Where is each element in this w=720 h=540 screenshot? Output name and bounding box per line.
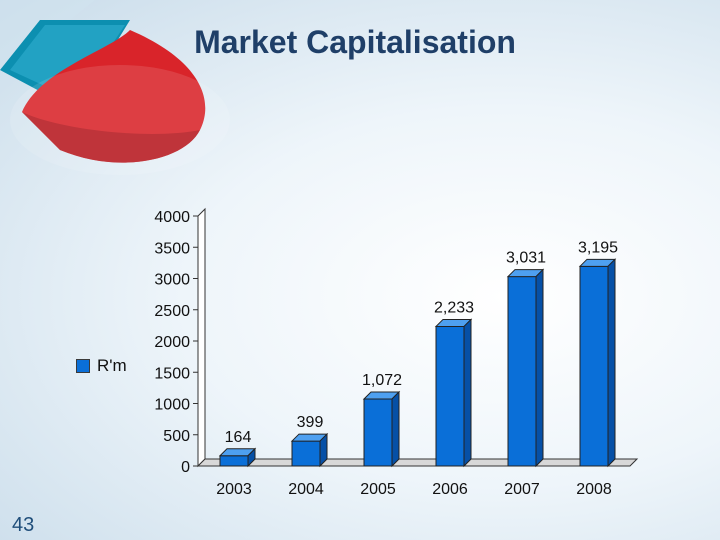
legend-label: R'm [97,356,127,375]
y-tick-label: 1000 [154,397,190,414]
bar [291,440,321,467]
bar-side [607,258,616,468]
slide-number: 43 [12,514,35,536]
y-tick-label: 3500 [154,240,190,257]
data-label: 2,233 [434,299,474,316]
y-tick-label: 0 [181,459,190,476]
x-axis-floor [196,458,639,467]
y-axis-wall [197,207,206,468]
bar [219,455,249,467]
bar [579,265,609,467]
legend-swatch [76,359,90,373]
x-tick-label: 2003 [216,481,252,498]
bar-side [247,447,256,468]
y-tick-label: 500 [163,428,190,445]
x-tick-label: 2006 [432,481,468,498]
y-tick-label: 2000 [154,334,190,351]
data-label: 3,195 [578,239,618,256]
x-tick-label: 2008 [576,481,612,498]
y-tick-label: 4000 [154,209,190,226]
y-tick-label: 3000 [154,272,190,289]
data-label: 164 [225,429,252,446]
x-tick-label: 2005 [360,481,396,498]
data-label: 3,031 [506,250,546,267]
bar [507,276,537,467]
chart-title: Market Capitalisation [194,24,516,60]
bar-side [463,318,472,468]
bar-side [391,390,400,468]
bar [435,325,465,467]
x-tick-label: 2007 [504,481,540,498]
legend: R'm [76,356,127,376]
bar [363,398,393,467]
data-label: 1,072 [362,372,402,389]
bar-side [319,432,328,468]
data-label: 399 [297,414,324,431]
bar-side [535,268,544,468]
y-tick-label: 2500 [154,303,190,320]
x-tick-label: 2004 [288,481,324,498]
y-tick-label: 1500 [154,365,190,382]
